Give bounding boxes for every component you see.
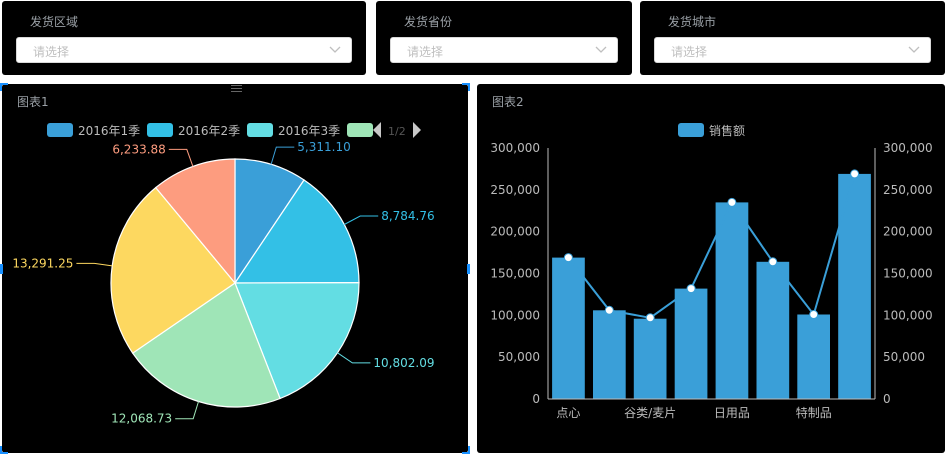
line-point xyxy=(768,257,778,267)
y2-tick-label: 200,000 xyxy=(883,225,933,239)
pie-slice xyxy=(234,282,360,400)
legend-label: 销售额 xyxy=(709,123,745,138)
y2-tick-label: 300,000 xyxy=(883,141,933,155)
resize-handle-right[interactable] xyxy=(467,264,470,274)
resize-handle-bottom-left[interactable] xyxy=(0,446,8,454)
pie-data-label: 6,233.88 xyxy=(112,142,165,156)
line-point xyxy=(727,197,737,207)
y2-tick-label: 50,000 xyxy=(883,350,925,364)
pie-data-label: 13,291.25 xyxy=(12,256,73,270)
bar xyxy=(756,261,790,399)
filter-title-city: 发货城市 xyxy=(668,15,717,29)
pie-leader-line xyxy=(175,401,199,420)
legend-swatch xyxy=(678,123,704,137)
line-point xyxy=(809,310,819,319)
x-tick-label: 点心 xyxy=(556,406,580,420)
chevron-down-icon xyxy=(908,46,920,53)
chevron-down-icon xyxy=(595,46,607,53)
chart1-title: 图表1 xyxy=(17,95,49,109)
pie-leader-line xyxy=(270,146,295,165)
y-tick-label: 300,000 xyxy=(490,141,540,155)
resize-handle-top-left[interactable] xyxy=(0,83,8,91)
line-series xyxy=(567,173,856,319)
x-tick-label: 谷类/麦片 xyxy=(624,406,676,420)
legend-prev-icon[interactable] xyxy=(373,122,381,138)
y-tick-label: 200,000 xyxy=(490,225,540,239)
region-select-placeholder: 请选择 xyxy=(33,45,70,59)
y-tick-label: 150,000 xyxy=(490,267,540,281)
legend-label: 2016年2季 xyxy=(178,124,240,138)
legend-label: 2016年3季 xyxy=(278,124,340,138)
chart2-panel[interactable]: 图表2 销售额 0 0 50,000 50,000 100,000 100,000 150,… xyxy=(477,84,945,453)
y2-tick-label: 150,000 xyxy=(883,267,933,281)
legend-next-icon[interactable] xyxy=(413,122,421,138)
city-select[interactable]: 请选择 xyxy=(654,37,931,63)
pie-data-label: 5,311.10 xyxy=(297,140,350,154)
legend-swatch xyxy=(347,123,373,137)
x-tick-label: 日用品 xyxy=(714,406,750,420)
bar xyxy=(797,314,830,399)
pie-data-label: 8,784.76 xyxy=(381,209,434,223)
pie-leader-line xyxy=(344,215,379,225)
bar-chart: 销售额 0 0 50,000 50,000 100,000 100,000 150,000 1… xyxy=(490,123,933,420)
resize-handle-top-right[interactable] xyxy=(462,83,470,91)
filter-panel-province: 发货省份 请选择 xyxy=(376,1,632,75)
y-tick-label: 50,000 xyxy=(498,350,540,364)
bar xyxy=(674,288,708,399)
y2-tick-label: 100,000 xyxy=(883,308,933,322)
y2-tick-label: 0 xyxy=(883,392,891,406)
bar xyxy=(838,173,871,399)
filter-panel-region: 发货区域 请选择 xyxy=(2,1,366,75)
bar xyxy=(715,202,749,399)
chevron-down-icon xyxy=(329,46,341,53)
pie-data-label: 10,802.09 xyxy=(373,356,434,370)
line-point xyxy=(645,313,655,323)
y-tick-label: 0 xyxy=(532,392,540,406)
legend-label: 2016年1季 xyxy=(78,124,140,138)
pie-leader-line xyxy=(168,148,194,167)
city-select-placeholder: 请选择 xyxy=(671,45,708,59)
legend-swatch xyxy=(247,123,273,137)
filter-title-region: 发货区域 xyxy=(30,15,79,29)
region-select[interactable]: 请选择 xyxy=(16,37,352,63)
pie-leader-line xyxy=(76,262,113,267)
resize-handle-bottom-right[interactable] xyxy=(462,446,470,454)
y2-tick-label: 250,000 xyxy=(883,183,933,197)
bar xyxy=(633,318,667,399)
pie-leader-line xyxy=(337,352,371,364)
y-tick-label: 100,000 xyxy=(490,308,540,322)
legend-swatch xyxy=(147,123,173,137)
line-point xyxy=(686,284,696,294)
line-point xyxy=(563,253,573,263)
line-point xyxy=(604,305,614,315)
province-select[interactable]: 请选择 xyxy=(390,37,618,63)
bar xyxy=(552,257,585,399)
pie-chart: 2016年1季 2016年2季 2016年3季 5,311.10 8,784.76 10… xyxy=(12,122,435,426)
x-tick-label: 特制品 xyxy=(796,405,832,420)
resize-handle-left[interactable] xyxy=(0,264,3,274)
drag-handle-icon[interactable] xyxy=(231,84,242,92)
chart1-panel[interactable]: 图表1 2016年1季 2016年2季 2016年3季 5,311.10 8,784.… xyxy=(0,83,470,454)
bar xyxy=(593,310,626,399)
pie-data-label: 12,068.73 xyxy=(111,412,172,426)
province-select-placeholder: 请选择 xyxy=(407,45,444,59)
chart2-title: 图表2 xyxy=(492,95,524,109)
line-point xyxy=(850,169,860,179)
legend-swatch xyxy=(47,123,73,137)
y-tick-label: 250,000 xyxy=(490,183,540,197)
filter-title-province: 发货省份 xyxy=(404,15,453,29)
filter-panel-city: 发货城市 请选择 xyxy=(640,1,945,75)
legend-page-indicator: 1/2 xyxy=(388,125,406,138)
